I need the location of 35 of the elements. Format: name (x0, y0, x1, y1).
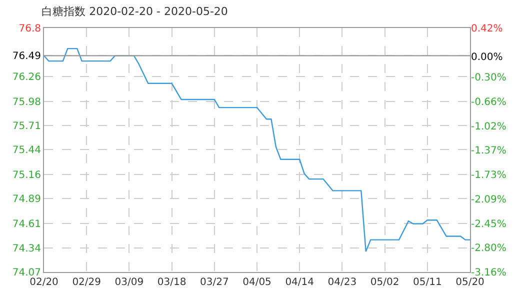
y-tick-label: 75.44 (12, 145, 41, 156)
x-tick-label: 04/23 (328, 277, 357, 288)
x-tick-label: 02/20 (30, 277, 58, 288)
y-tick-label: 75.98 (12, 96, 41, 108)
y2-tick-label: -2.09% (471, 194, 506, 206)
x-tick-label: 04/14 (285, 277, 314, 288)
y-tick-label: 74.07 (12, 268, 41, 278)
x-tick-label: 03/09 (114, 277, 144, 288)
x-tick-label: 02/29 (72, 277, 102, 288)
x-tick-label: 05/02 (370, 277, 400, 288)
x-tick-label: 03/27 (200, 277, 229, 288)
y2-tick-label: -2.80% (471, 242, 506, 254)
y-tick-label: 76.49 (12, 51, 41, 62)
y2-tick-label: -1.73% (471, 170, 506, 182)
x-tick-label: 03/18 (157, 277, 186, 288)
y2-tick-label: 0.00% (471, 52, 503, 64)
chart-title: 白糖指数 2020-02-20 - 2020-05-20 (42, 5, 228, 18)
y-tick-label: 75.71 (12, 120, 41, 132)
x-tick-label: 05/20 (456, 277, 484, 288)
x-tick-label: 05/11 (412, 277, 442, 288)
y2-tick-label: -2.45% (471, 219, 506, 230)
x-tick-label: 04/05 (242, 277, 272, 288)
y-tick-label: 74.34 (12, 243, 41, 254)
y-tick-label: 74.89 (12, 194, 41, 206)
line-series (44, 48, 470, 252)
y2-tick-label: -0.30% (471, 72, 506, 84)
y-tick-label: 76.8 (18, 24, 41, 34)
y2-tick-label: -3.16% (471, 268, 506, 278)
y2-tick-label: -1.02% (471, 122, 506, 133)
y-tick-label: 75.16 (12, 170, 41, 182)
y-tick-label: 74.61 (12, 219, 41, 230)
y2-tick-label: -0.66% (471, 97, 506, 108)
y2-tick-label: 0.42% (471, 24, 503, 34)
y2-tick-label: -1.37% (471, 146, 506, 156)
y-tick-label: 76.26 (12, 72, 41, 83)
